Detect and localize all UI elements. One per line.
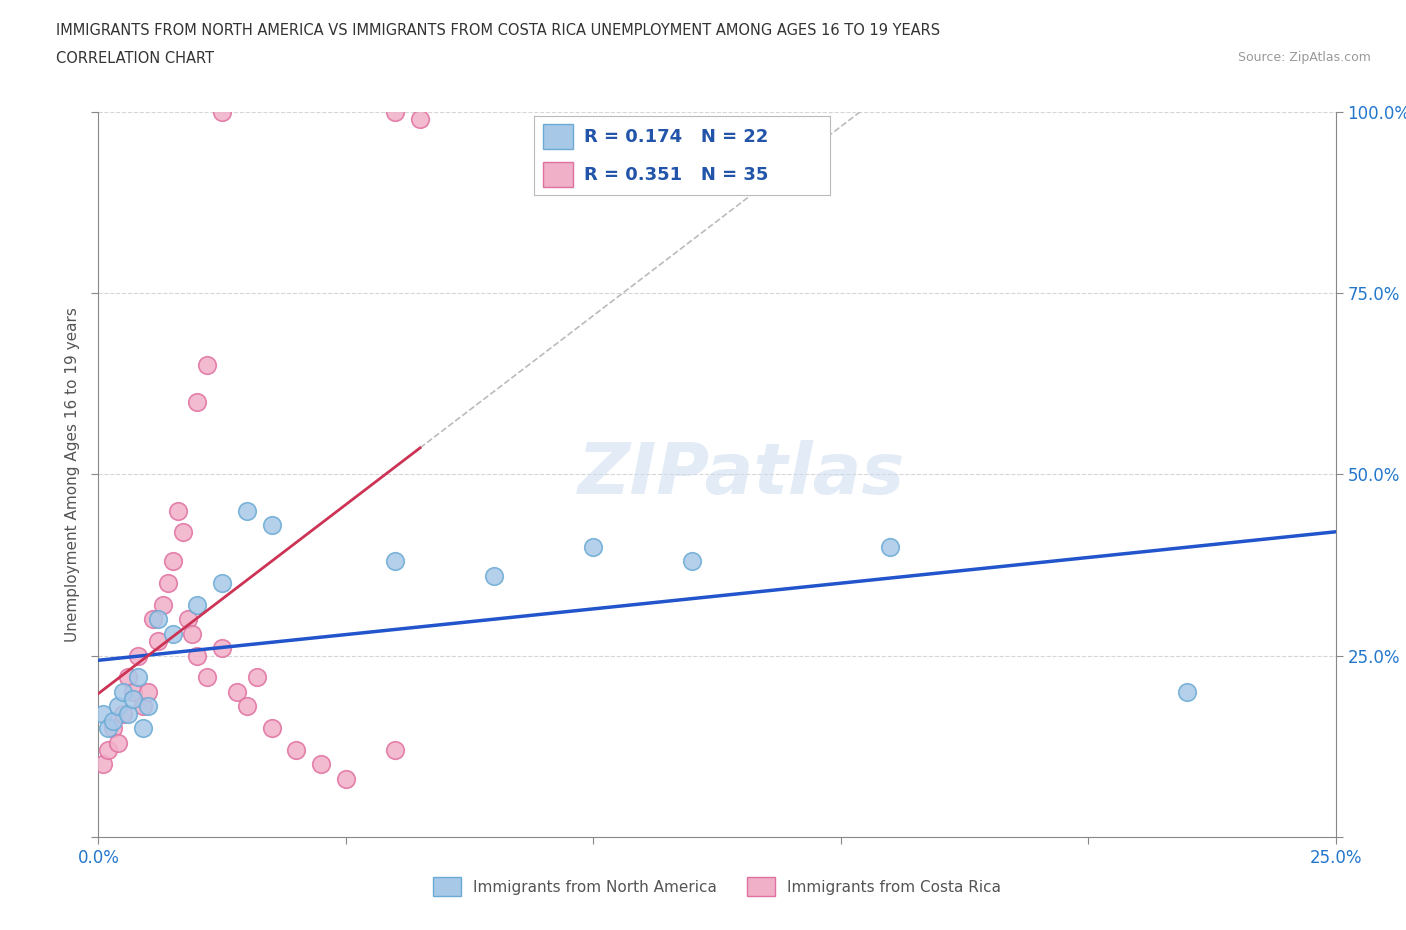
Point	[409, 112, 432, 126]
Point	[176, 612, 198, 627]
Point	[162, 627, 184, 642]
Point	[103, 721, 125, 736]
Point	[484, 568, 506, 583]
Point	[146, 633, 169, 648]
Y-axis label: Unemployment Among Ages 16 to 19 years: Unemployment Among Ages 16 to 19 years	[65, 307, 80, 642]
Point	[97, 721, 120, 736]
Text: ZIPatlas: ZIPatlas	[578, 440, 905, 509]
Point	[260, 518, 283, 533]
Point	[103, 713, 125, 728]
Text: CORRELATION CHART: CORRELATION CHART	[56, 51, 214, 66]
Point	[136, 684, 159, 699]
Legend: Immigrants from North America, Immigrants from Costa Rica: Immigrants from North America, Immigrant…	[427, 871, 1007, 902]
Point	[156, 576, 179, 591]
Point	[186, 394, 208, 409]
Bar	[543, 162, 572, 188]
Point	[260, 721, 283, 736]
Bar	[543, 125, 572, 150]
Point	[166, 503, 188, 518]
Point	[93, 706, 115, 721]
Point	[1175, 684, 1198, 699]
Point	[186, 597, 208, 612]
Point	[127, 648, 149, 663]
Point	[211, 576, 233, 591]
Point	[93, 757, 115, 772]
Point	[122, 692, 145, 707]
Point	[162, 554, 184, 569]
Point	[211, 641, 233, 656]
Point	[112, 684, 135, 699]
Point	[136, 699, 159, 714]
Point	[384, 104, 406, 119]
Point	[97, 742, 120, 757]
Point	[181, 627, 204, 642]
Point	[384, 742, 406, 757]
Point	[172, 525, 194, 539]
Point	[195, 358, 218, 373]
Point	[112, 706, 135, 721]
Point	[127, 670, 149, 684]
Point	[246, 670, 269, 684]
Point	[384, 554, 406, 569]
Point	[309, 757, 332, 772]
Point	[107, 699, 129, 714]
Point	[236, 699, 259, 714]
Point	[681, 554, 703, 569]
Point	[122, 684, 145, 699]
Point	[879, 539, 901, 554]
Point	[236, 503, 259, 518]
Point	[132, 721, 155, 736]
Point	[152, 597, 174, 612]
Point	[142, 612, 165, 627]
Point	[195, 670, 218, 684]
Point	[132, 699, 155, 714]
Point	[117, 670, 139, 684]
Point	[146, 612, 169, 627]
Text: R = 0.174   N = 22: R = 0.174 N = 22	[585, 127, 769, 146]
Point	[107, 736, 129, 751]
Point	[117, 706, 139, 721]
Text: Source: ZipAtlas.com: Source: ZipAtlas.com	[1237, 51, 1371, 64]
Point	[226, 684, 249, 699]
Text: IMMIGRANTS FROM NORTH AMERICA VS IMMIGRANTS FROM COSTA RICA UNEMPLOYMENT AMONG A: IMMIGRANTS FROM NORTH AMERICA VS IMMIGRA…	[56, 23, 941, 38]
Point	[186, 648, 208, 663]
Point	[285, 742, 308, 757]
Point	[211, 104, 233, 119]
Text: R = 0.351   N = 35: R = 0.351 N = 35	[585, 166, 769, 184]
Point	[582, 539, 605, 554]
Point	[335, 772, 357, 787]
